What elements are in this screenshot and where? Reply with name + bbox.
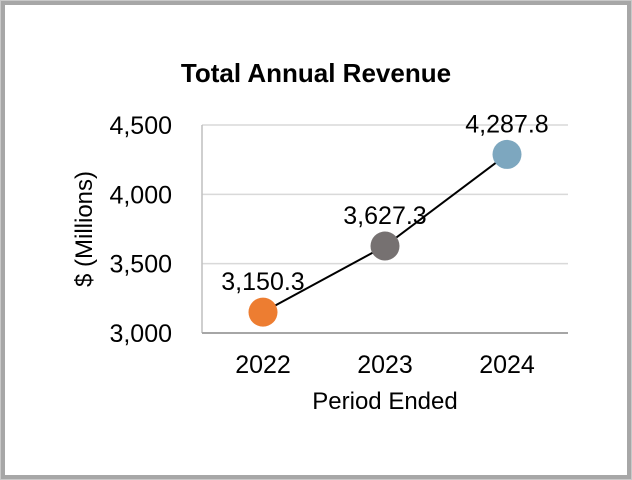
x-tick-label-2023: 2023 bbox=[357, 351, 413, 379]
y-tick-label: 4,500 bbox=[109, 112, 172, 140]
y-tick-label: 3,000 bbox=[109, 320, 172, 348]
data-point-marker-2024 bbox=[492, 139, 522, 169]
chart-title: Total Annual Revenue bbox=[180, 58, 452, 88]
x-tick-label-2024: 2024 bbox=[479, 351, 535, 379]
x-axis-title: Period Ended bbox=[312, 388, 458, 415]
y-tick-label: 4,000 bbox=[109, 181, 172, 209]
data-point-marker-2023 bbox=[370, 231, 400, 261]
data-point-marker-2022 bbox=[248, 297, 278, 327]
y-tick-label: 3,500 bbox=[109, 251, 172, 279]
data-point-label-2024: 4,287.8 bbox=[465, 110, 548, 138]
data-point-label-2022: 3,150.3 bbox=[221, 268, 304, 296]
x-tick-label-2022: 2022 bbox=[235, 351, 291, 379]
data-point-label-2023: 3,627.3 bbox=[343, 202, 426, 230]
